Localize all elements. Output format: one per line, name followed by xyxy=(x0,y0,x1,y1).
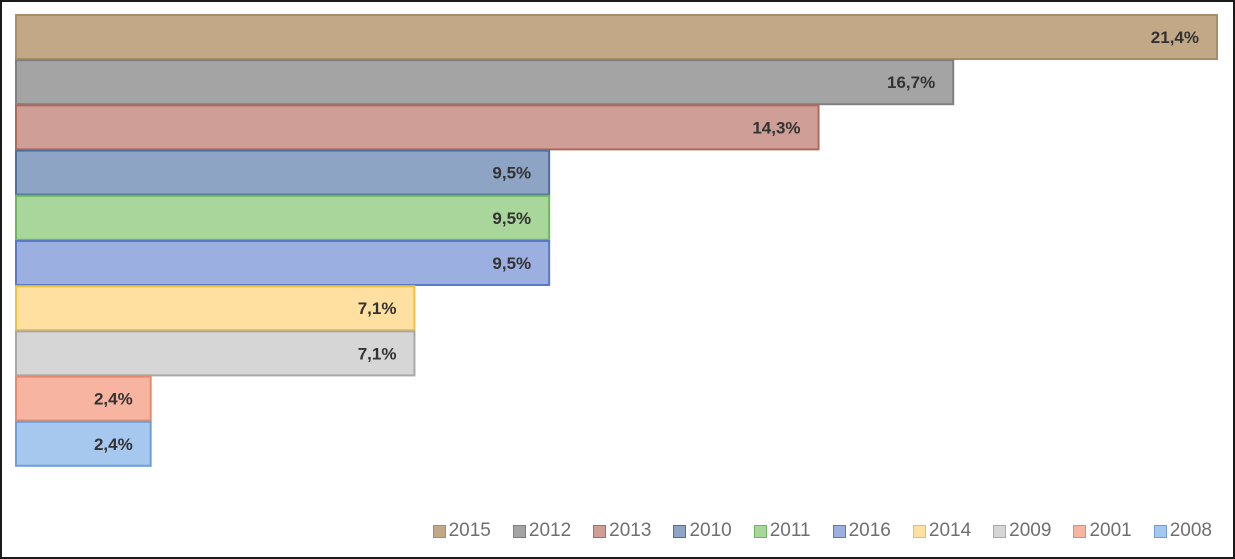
legend-swatch-2012 xyxy=(512,524,526,538)
bar-group-2012: 16,7% xyxy=(15,59,955,106)
bar-group-2016: 9,5% xyxy=(15,240,551,286)
legend-item-2012: 2012 xyxy=(512,520,572,542)
bar-2016 xyxy=(15,240,551,286)
legend-label-2001: 2001 xyxy=(1089,520,1132,541)
bar-2014 xyxy=(15,285,416,332)
bar-group-2011: 9,5% xyxy=(15,194,551,241)
data-label-2014: 7,1% xyxy=(358,299,397,318)
bar-chart: 21,4% 16,7% 14,3% 9,5% 9,5% 9,5% 7,1% 7,1% 2,4% 2… xyxy=(15,14,1218,467)
legend-item-2001: 2001 xyxy=(1073,520,1132,542)
legend-item-2016: 2016 xyxy=(832,520,891,542)
legend-swatch-2013 xyxy=(593,524,607,538)
legend-label-2009: 2009 xyxy=(1009,520,1052,541)
legend-label-2014: 2014 xyxy=(928,520,972,541)
data-label-2013: 14,3% xyxy=(752,118,800,137)
legend-label-2015: 2015 xyxy=(448,520,491,541)
legend-item-2010: 2010 xyxy=(673,520,732,542)
legend-item-2015: 2015 xyxy=(432,520,491,542)
legend-swatch-2014 xyxy=(912,524,926,538)
data-label-2016: 9,5% xyxy=(492,254,531,273)
data-label-2012: 16,7% xyxy=(887,73,935,92)
bar-group-2001: 2,4% xyxy=(15,375,152,422)
bar-2010 xyxy=(15,149,551,196)
bar-2011 xyxy=(15,194,551,241)
legend-swatch-2015 xyxy=(432,524,446,538)
bar-group-2009: 7,1% xyxy=(15,330,416,377)
bar-group-2013: 14,3% xyxy=(15,104,820,151)
legend-swatch-2009 xyxy=(993,524,1007,538)
legend-swatch-2010 xyxy=(673,524,687,538)
bar-2008 xyxy=(15,420,152,467)
data-label-2001: 2,4% xyxy=(94,390,133,409)
legend-item-2008: 2008 xyxy=(1153,520,1212,542)
legend-swatch-2008 xyxy=(1153,524,1167,538)
data-label-2011: 9,5% xyxy=(492,209,531,228)
bar-2001 xyxy=(15,375,152,422)
legend-label-2016: 2016 xyxy=(848,520,891,541)
legend-label-2010: 2010 xyxy=(689,520,732,541)
data-label-2015: 21,4% xyxy=(1151,28,1199,47)
data-label-2009: 7,1% xyxy=(358,344,397,363)
bar-group-2014: 7,1% xyxy=(15,285,416,332)
bar-2013 xyxy=(15,104,820,151)
legend-swatch-2011 xyxy=(753,524,767,538)
bar-group-2015: 21,4% xyxy=(15,14,1218,60)
chart-legend: 2015 2012 2013 2010 2011 2016 2014 2009 2001 2008 xyxy=(2,520,1212,542)
legend-item-2009: 2009 xyxy=(993,520,1051,542)
legend-swatch-2016 xyxy=(832,524,846,538)
legend-item-2013: 2013 xyxy=(593,520,651,542)
bar-2012 xyxy=(15,59,955,106)
legend-label-2013: 2013 xyxy=(609,520,652,541)
legend-label-2011: 2011 xyxy=(769,520,811,541)
legend-label-2012: 2012 xyxy=(528,520,572,541)
bar-2015 xyxy=(15,14,1218,60)
legend-label-2008: 2008 xyxy=(1169,520,1212,541)
bar-group-2010: 9,5% xyxy=(15,149,551,196)
legend-item-2011: 2011 xyxy=(753,520,811,542)
data-label-2010: 9,5% xyxy=(492,164,531,183)
data-label-2008: 2,4% xyxy=(94,435,133,454)
bar-group-2008: 2,4% xyxy=(15,420,152,467)
bar-2009 xyxy=(15,330,416,377)
legend-swatch-2001 xyxy=(1073,524,1087,538)
legend-item-2014: 2014 xyxy=(912,520,972,542)
